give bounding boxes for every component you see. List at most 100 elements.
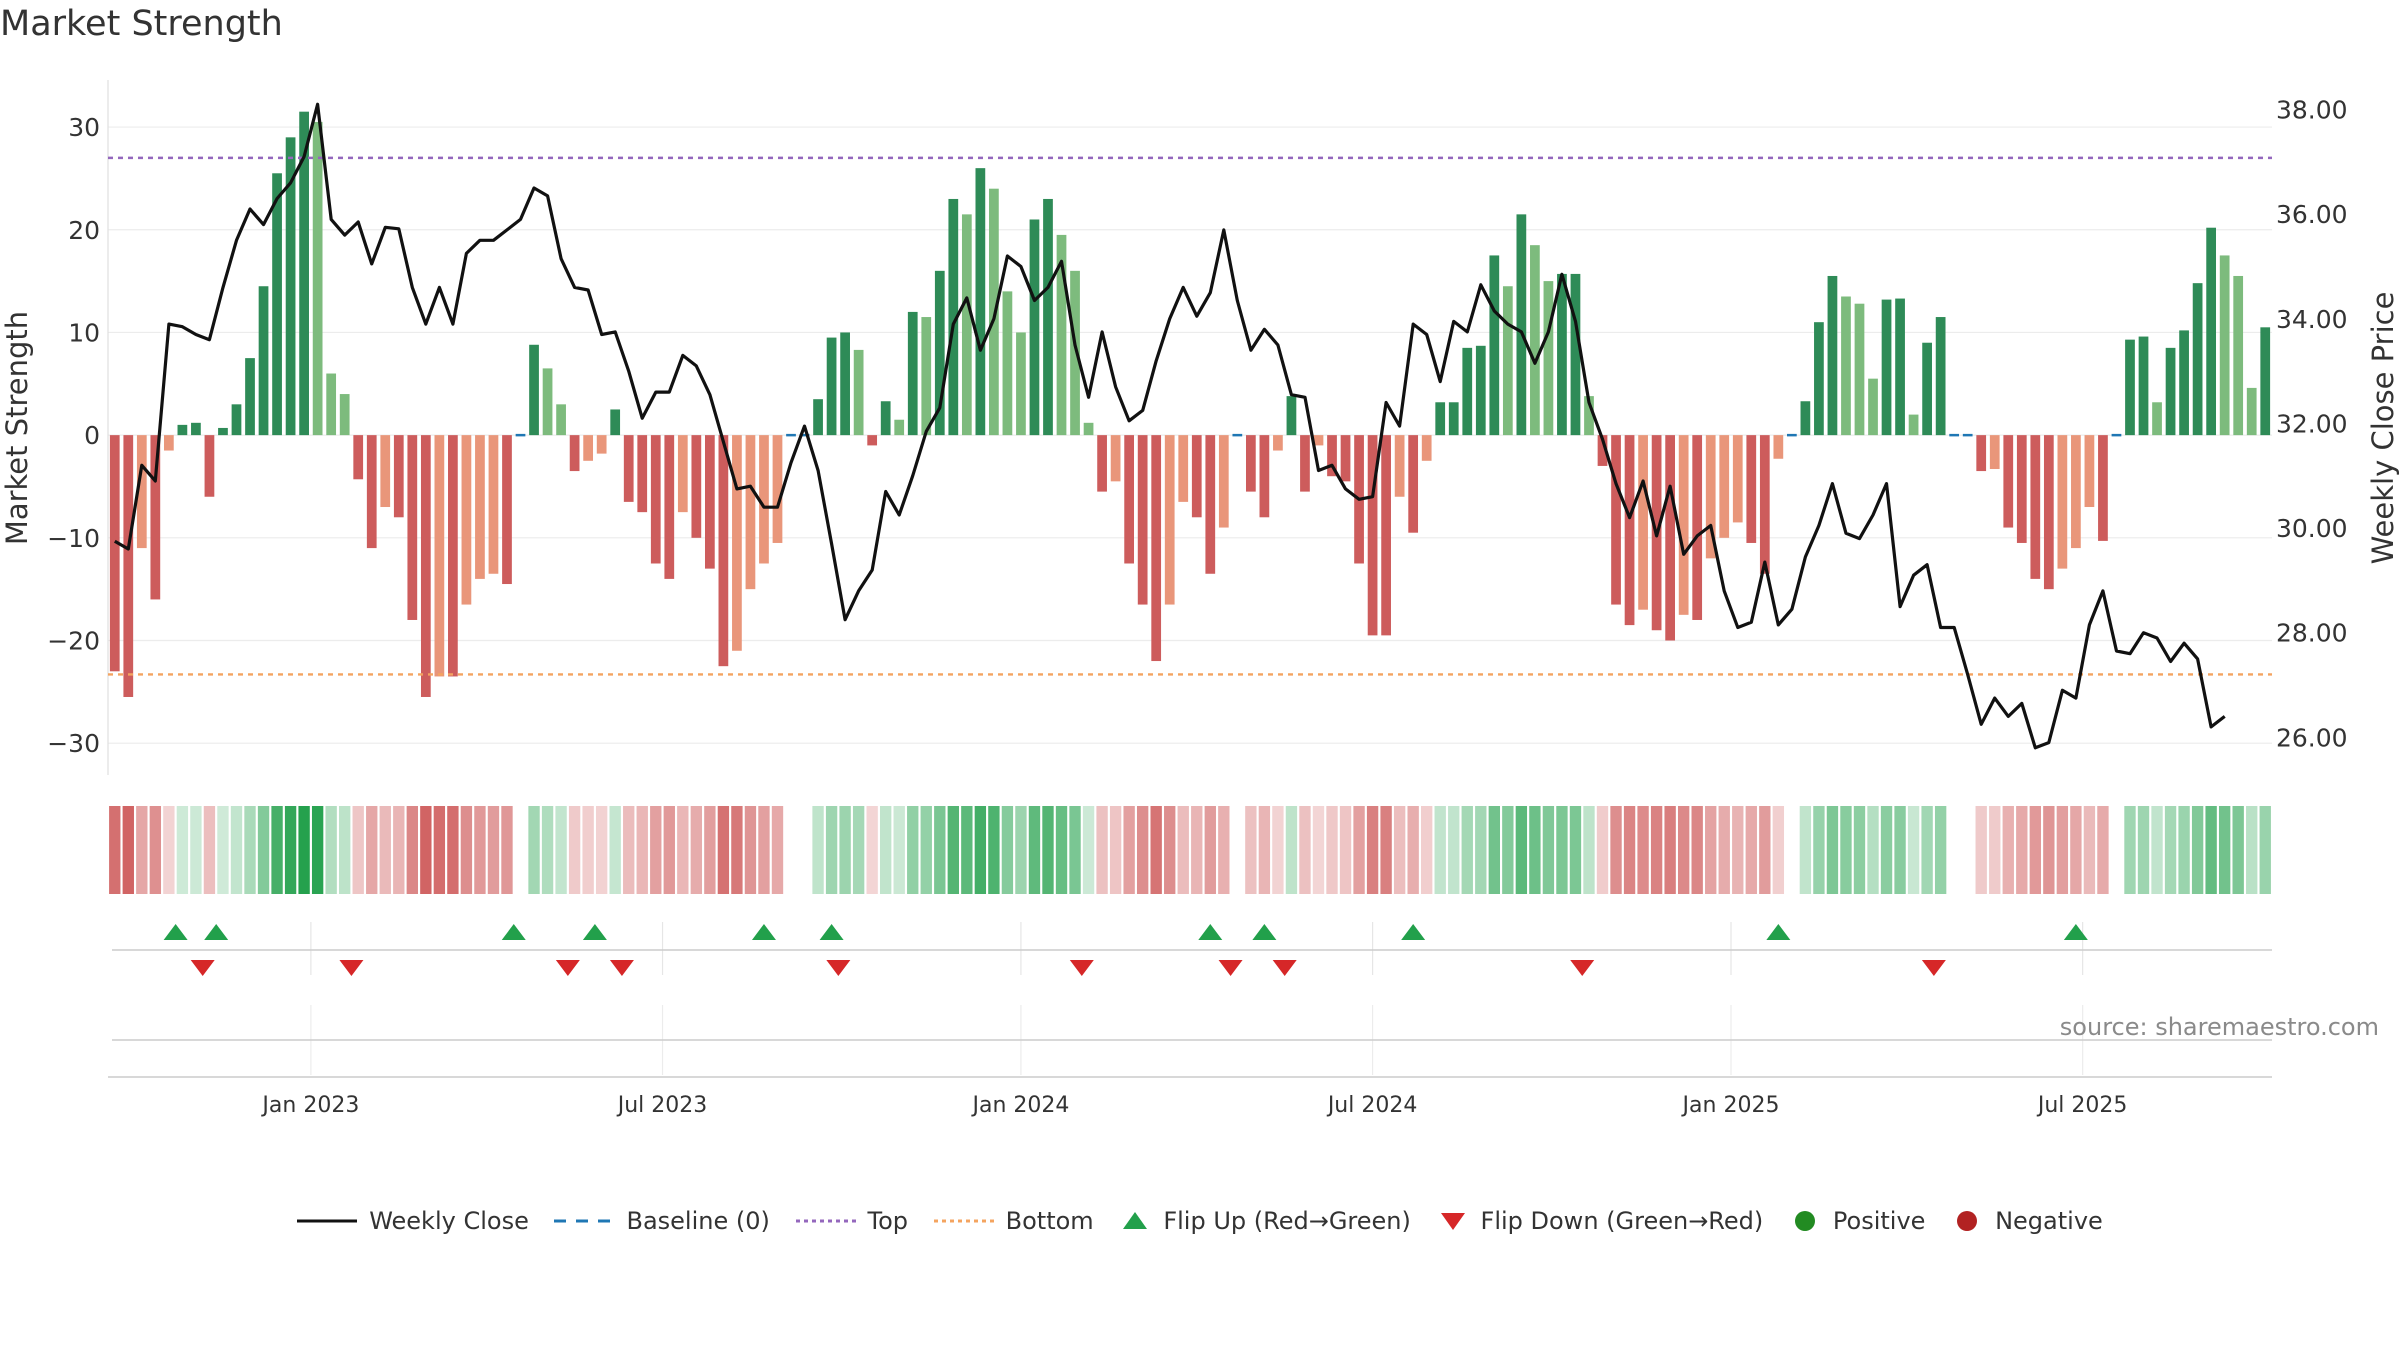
heat-cell bbox=[839, 806, 851, 894]
legend-label: Bottom bbox=[1005, 1207, 1094, 1235]
legend-item-bottom: Bottom bbox=[933, 1207, 1094, 1235]
heat-cell bbox=[474, 806, 486, 894]
heat-cell bbox=[825, 806, 838, 894]
flip-up-marker bbox=[1401, 924, 1426, 940]
strength-bar bbox=[1895, 298, 1905, 436]
heat-cell bbox=[406, 806, 418, 894]
legend-label: Flip Down (Green→Red) bbox=[1480, 1207, 1764, 1235]
legend-item-baseline: Baseline (0) bbox=[554, 1207, 770, 1235]
strength-bar bbox=[664, 435, 675, 579]
heat-cell bbox=[1164, 806, 1176, 894]
heat-cell bbox=[1826, 806, 1839, 894]
heat-cell bbox=[1799, 806, 1812, 894]
strength-bar bbox=[637, 435, 648, 513]
heat-cell bbox=[1705, 806, 1717, 894]
heat-cell bbox=[352, 806, 364, 894]
heat-cell bbox=[230, 806, 243, 894]
strength-bar bbox=[1530, 245, 1540, 436]
heat-cell bbox=[1921, 806, 1933, 894]
heat-cell bbox=[1136, 806, 1149, 894]
strength-bar bbox=[759, 435, 769, 564]
heat-cell bbox=[163, 806, 175, 894]
strength-bar bbox=[1638, 435, 1648, 610]
legend-item-negative: Negative bbox=[1951, 1207, 2103, 1235]
x-tick-label: Jul 2025 bbox=[2036, 1093, 2128, 1118]
strength-bar bbox=[1584, 396, 1594, 436]
strength-bar bbox=[380, 435, 391, 508]
heat-cell bbox=[609, 806, 621, 894]
strength-bar bbox=[894, 419, 905, 436]
heat-cell bbox=[244, 806, 256, 894]
strength-bar bbox=[1394, 435, 1405, 497]
strength-bar bbox=[1489, 255, 1500, 436]
strength-bar bbox=[1205, 435, 1216, 574]
heat-cell bbox=[176, 806, 189, 894]
strength-bar bbox=[1408, 435, 1419, 533]
heat-cell bbox=[2124, 806, 2136, 894]
heat-cell bbox=[582, 806, 594, 894]
y-tick-label: 0 bbox=[84, 421, 100, 450]
heat-cell bbox=[149, 806, 162, 894]
heat-cell bbox=[1272, 806, 1284, 894]
y-tick-label: 20 bbox=[68, 216, 100, 245]
strength-bar bbox=[1611, 435, 1621, 605]
flip-up-marker bbox=[204, 924, 229, 940]
heat-cell bbox=[2164, 806, 2177, 894]
heat-cell bbox=[744, 806, 757, 894]
strength-bar bbox=[1016, 332, 1026, 436]
heat-cell bbox=[1380, 806, 1392, 894]
strength-bar bbox=[299, 111, 309, 436]
legend-label: Positive bbox=[1832, 1207, 1926, 1235]
strength-bar bbox=[1516, 214, 1527, 436]
heat-cell bbox=[2016, 806, 2028, 894]
strength-bar bbox=[529, 344, 539, 436]
strength-bar bbox=[948, 198, 959, 436]
heat-cell bbox=[1529, 806, 1541, 894]
strength-bar bbox=[1164, 435, 1175, 605]
strength-bar bbox=[583, 435, 594, 461]
heat-cell bbox=[812, 806, 824, 894]
strength-bar bbox=[150, 435, 161, 600]
strength-bar bbox=[461, 435, 472, 605]
heat-cell bbox=[122, 806, 134, 894]
strength-bar bbox=[1313, 435, 1324, 446]
strength-bar bbox=[2071, 435, 2081, 549]
weekly-close-line bbox=[113, 102, 2226, 750]
heat-cell bbox=[1610, 806, 1622, 894]
flip-down-marker bbox=[609, 960, 634, 976]
heat-cell bbox=[2246, 806, 2258, 894]
strength-bar bbox=[867, 435, 878, 446]
strength-bar bbox=[1475, 345, 1486, 436]
heat-cell bbox=[1596, 806, 1609, 894]
flip-down-marker bbox=[1272, 960, 1297, 976]
heat-cell bbox=[1285, 806, 1298, 894]
heat-cell bbox=[1515, 806, 1528, 894]
flip-up-marker bbox=[1198, 924, 1223, 940]
strength-bar bbox=[2152, 402, 2162, 436]
heat-cell bbox=[1434, 806, 1446, 894]
heat-cell bbox=[1448, 806, 1460, 894]
strength-bar bbox=[569, 435, 580, 472]
close-price-line bbox=[113, 102, 2226, 750]
heat-cell bbox=[1650, 806, 1663, 894]
legend: Weekly Close Baseline (0) Top Bottom Fli… bbox=[0, 1206, 2400, 1235]
strength-bar bbox=[1367, 435, 1378, 636]
strength-bar bbox=[285, 137, 296, 436]
heat-cell bbox=[2056, 806, 2069, 894]
strength-bar bbox=[1746, 435, 1757, 543]
strength-bar bbox=[1070, 270, 1080, 436]
heat-cell bbox=[2097, 806, 2109, 894]
heat-cell bbox=[717, 806, 730, 894]
flip-up-marker bbox=[582, 924, 607, 940]
strength-bar bbox=[1597, 435, 1608, 466]
strength-bar bbox=[2179, 330, 2189, 436]
heat-cell bbox=[555, 806, 567, 894]
strength-heat-strip bbox=[109, 806, 2271, 894]
strength-bar bbox=[218, 427, 228, 436]
heat-cell bbox=[731, 806, 743, 894]
heat-cell bbox=[2070, 806, 2082, 894]
strength-bar bbox=[813, 399, 823, 436]
heat-cell bbox=[1082, 806, 1095, 894]
heat-cell bbox=[1989, 806, 2001, 894]
